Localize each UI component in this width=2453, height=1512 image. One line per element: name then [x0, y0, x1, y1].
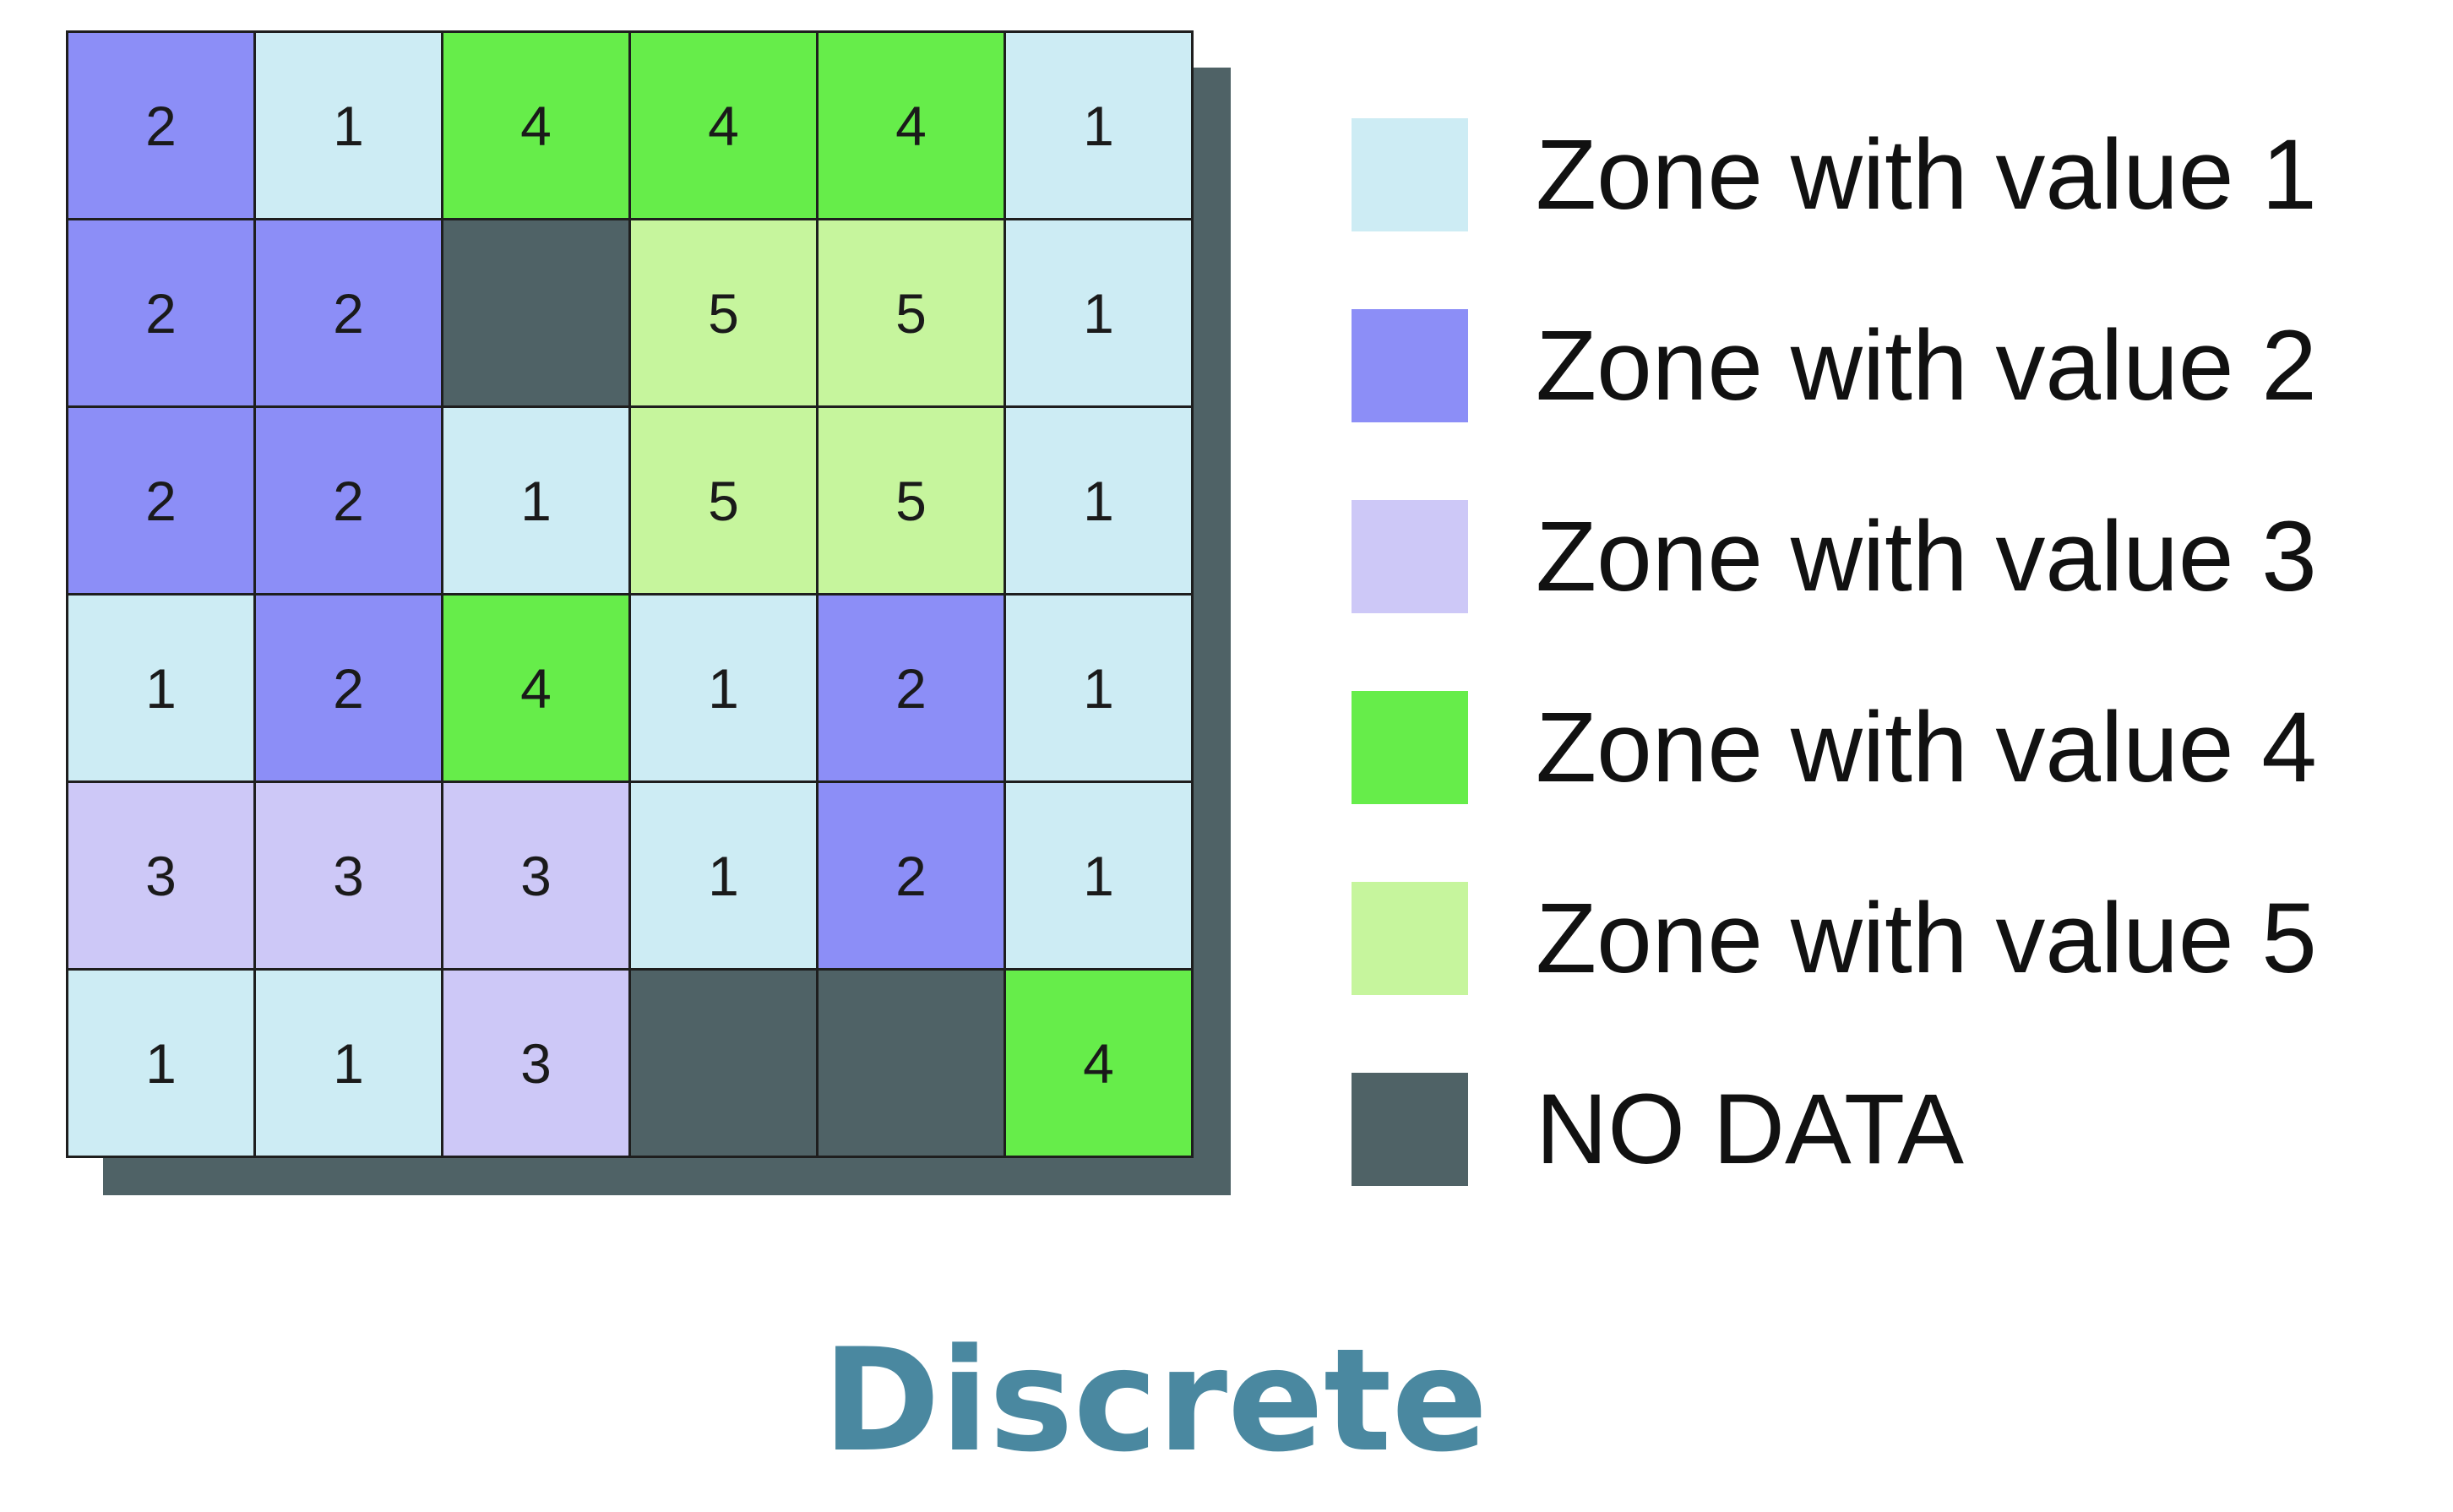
grid-cell-zone-1: 1 [68, 596, 253, 780]
legend-swatch [1352, 309, 1468, 422]
legend-label: Zone with value 1 [1536, 119, 2317, 231]
legend-label: Zone with value 4 [1536, 692, 2317, 803]
grid-cell-zone-1: 1 [631, 783, 816, 968]
legend-swatch [1352, 1073, 1468, 1186]
grid-cell-zone-1: 1 [256, 971, 441, 1156]
legend-item: Zone with value 2 [1352, 309, 2317, 422]
grid-cell-zone-4: 4 [631, 33, 816, 218]
grid-cell-zone-2: 2 [819, 783, 1004, 968]
grid-cell-zone-2: 2 [819, 596, 1004, 780]
legend-swatch [1352, 500, 1468, 613]
grid-cell-zone-1: 1 [443, 408, 628, 593]
grid-cell-nodata [819, 971, 1004, 1156]
grid-cell-zone-1: 1 [1006, 596, 1191, 780]
grid-cell-zone-1: 1 [631, 596, 816, 780]
legend-swatch [1352, 691, 1468, 804]
grid-cell-zone-2: 2 [68, 33, 253, 218]
grid-cell-zone-1: 1 [1006, 220, 1191, 405]
legend-item: NO DATA [1352, 1073, 1964, 1186]
legend-item: Zone with value 3 [1352, 500, 2317, 613]
legend-label: NO DATA [1536, 1074, 1964, 1185]
grid-cell-zone-2: 2 [256, 596, 441, 780]
legend-swatch [1352, 118, 1468, 231]
legend-swatch [1352, 882, 1468, 995]
grid-cell-nodata [631, 971, 816, 1156]
grid-cell-zone-1: 1 [1006, 783, 1191, 968]
legend-item: Zone with value 1 [1352, 118, 2317, 231]
grid-cell-zone-5: 5 [819, 220, 1004, 405]
grid-cell-zone-5: 5 [819, 408, 1004, 593]
grid-cell-zone-4: 4 [443, 596, 628, 780]
grid-cell-zone-1: 1 [256, 33, 441, 218]
legend-item: Zone with value 5 [1352, 882, 2317, 995]
grid-cell-zone-1: 1 [1006, 408, 1191, 593]
grid-cell-zone-1: 1 [1006, 33, 1191, 218]
grid-cell-zone-4: 4 [443, 33, 628, 218]
grid-cell-zone-3: 3 [68, 783, 253, 968]
grid-cell-zone-3: 3 [443, 783, 628, 968]
grid-cell-zone-1: 1 [68, 971, 253, 1156]
grid-cell-zone-3: 3 [256, 783, 441, 968]
legend-item: Zone with value 4 [1352, 691, 2317, 804]
grid-cell-zone-2: 2 [256, 408, 441, 593]
legend-label: Zone with value 2 [1536, 310, 2317, 422]
grid-cell-zone-4: 4 [819, 33, 1004, 218]
grid-cell-zone-5: 5 [631, 408, 816, 593]
grid-cell-zone-2: 2 [256, 220, 441, 405]
grid-cell-zone-2: 2 [68, 220, 253, 405]
grid-cell-zone-2: 2 [68, 408, 253, 593]
grid-cell-zone-4: 4 [1006, 971, 1191, 1156]
legend-label: Zone with value 5 [1536, 883, 2317, 994]
caption-title: Discrete [822, 1318, 1488, 1483]
grid-cell-zone-3: 3 [443, 971, 628, 1156]
grid-cell-zone-5: 5 [631, 220, 816, 405]
legend-label: Zone with value 3 [1536, 501, 2317, 612]
grid-cell-nodata [443, 220, 628, 405]
